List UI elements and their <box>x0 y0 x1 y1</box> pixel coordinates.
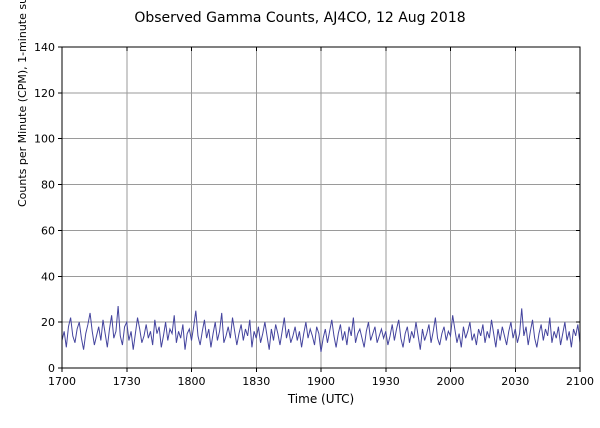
y-tick-label: 120 <box>34 87 55 100</box>
x-tick-label: 2100 <box>566 375 594 388</box>
y-tick-label: 60 <box>41 224 55 237</box>
x-axis-label: Time (UTC) <box>287 392 355 406</box>
y-tick-label: 80 <box>41 179 55 192</box>
chart-title: Observed Gamma Counts, AJ4CO, 12 Aug 201… <box>134 10 466 26</box>
x-tick-label: 1800 <box>178 375 206 388</box>
y-tick-label: 0 <box>48 362 55 375</box>
x-tick-label: 1930 <box>372 375 400 388</box>
y-tick-label: 20 <box>41 316 55 329</box>
y-tick-label: 40 <box>41 270 55 283</box>
x-tick-label: 1830 <box>242 375 270 388</box>
y-tick-label: 100 <box>34 133 55 146</box>
x-tick-label: 2000 <box>437 375 465 388</box>
x-tick-label: 1900 <box>307 375 335 388</box>
y-tick-label: 140 <box>34 41 55 54</box>
x-tick-label: 1700 <box>48 375 76 388</box>
x-tick-label: 2030 <box>501 375 529 388</box>
x-tick-label: 1730 <box>113 375 141 388</box>
